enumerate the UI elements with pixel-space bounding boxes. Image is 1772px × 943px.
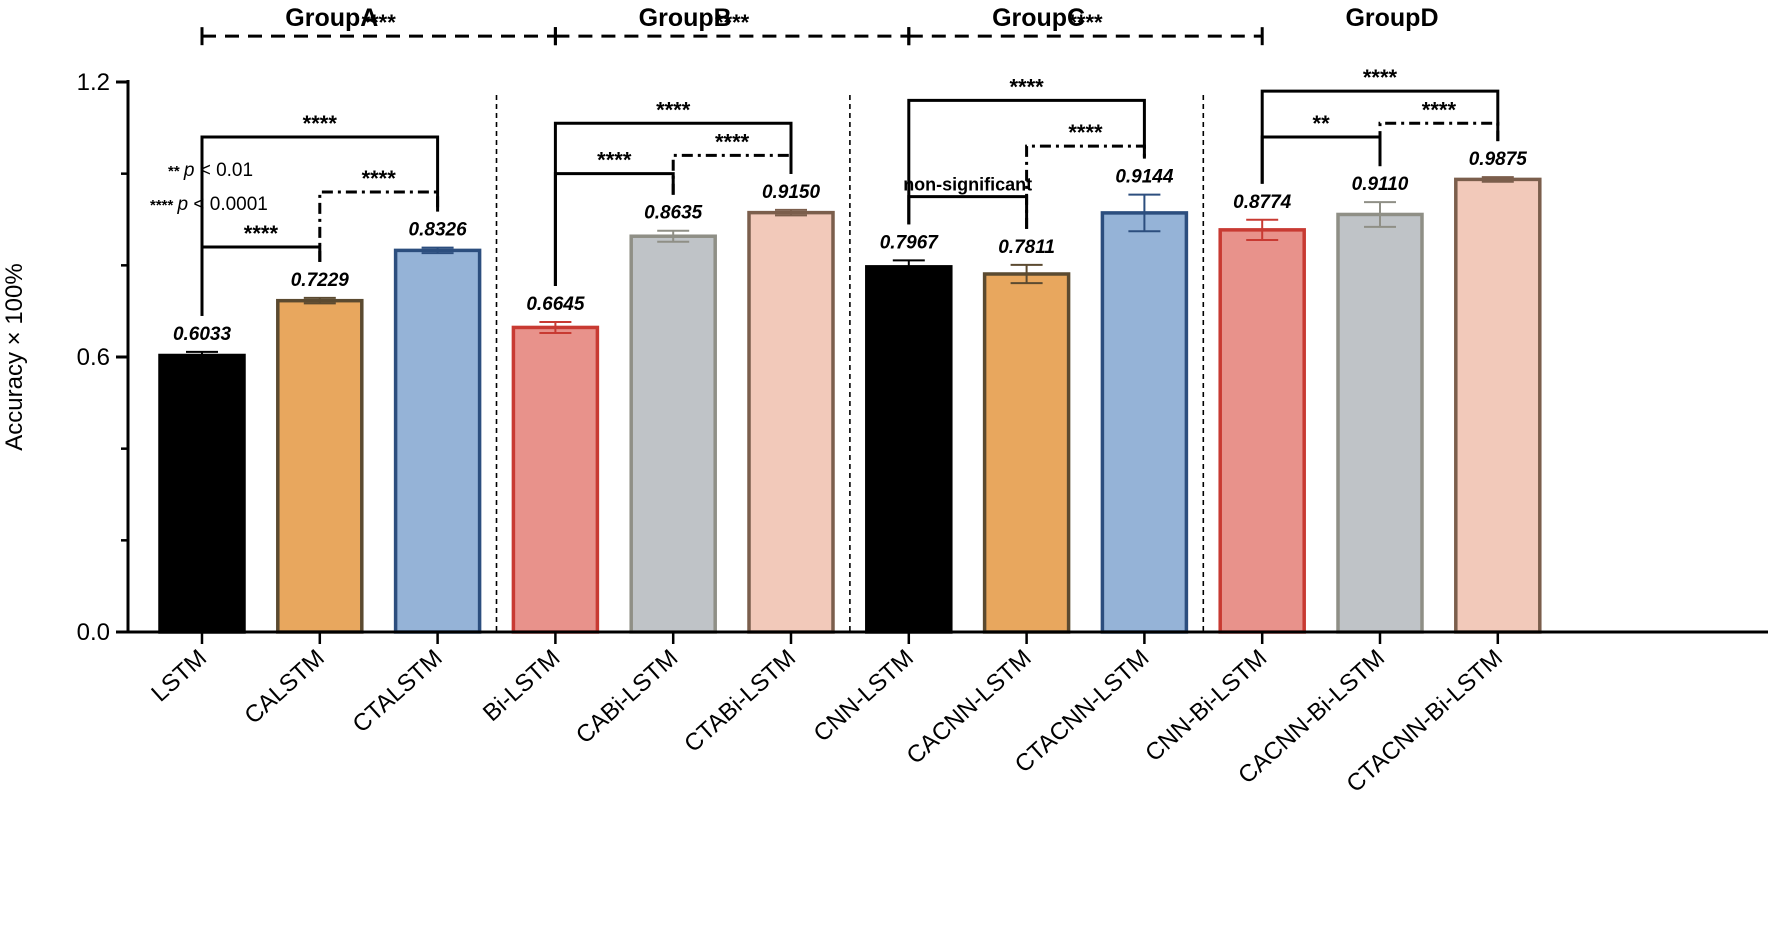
significance-legend: ** p < 0.01 **** p < 0.0001 [150,160,268,215]
sig-stars: **** [362,10,397,35]
value-label: 0.6033 [173,324,232,345]
bar [276,298,364,634]
bar [1100,211,1189,634]
significance-bracket: **** [1378,97,1500,167]
significance-bracket: **** [200,111,440,316]
significance-bracket: **** [907,10,1264,46]
category-label: CTABi-LSTM [679,644,801,757]
bracket-line [1260,135,1382,184]
bracket-line [671,153,793,195]
bar [865,265,953,634]
bar [511,325,600,634]
bracket-line [907,195,1029,229]
group-label: GroupB [639,4,732,32]
value-label: 0.7811 [998,237,1055,258]
sig-stars: **** [1363,65,1398,90]
sig-stars: **** [597,148,632,173]
sig-stars: **** [715,129,750,154]
significance-brackets: **** **** ********************************… [200,10,1500,316]
sig-stars: **** [1068,120,1103,145]
category-label: LSTM [146,644,212,707]
bars [158,176,1542,634]
y-tick-label: 0.0 [77,619,110,646]
significance-bracket: **** [318,166,440,262]
bracket-line [318,190,440,262]
significance-bracket: non-significant [903,175,1032,229]
ns-label: non-significant [903,175,1032,195]
group-label: GroupC [992,4,1085,32]
sig-stars: **** [1009,74,1044,99]
sig-stars: **** [303,111,338,136]
legend-entry: **** p < 0.0001 [150,194,268,215]
bar [629,234,717,634]
sig-stars: **** [715,10,750,35]
value-label: 0.8774 [1233,192,1292,213]
sig-stars: **** [1068,10,1103,35]
category-label: CNN-LSTM [809,644,919,747]
value-label: 0.9144 [1115,167,1174,188]
group-labels: GroupA GroupB GroupC GroupD [285,4,1438,32]
category-label: CNN-Bi-LSTM [1140,644,1272,767]
sig-stars: **** [244,221,279,246]
value-label: 0.7229 [291,270,350,291]
bar [747,210,835,634]
category-label: CABi-LSTM [571,644,683,749]
significance-bracket: **** [671,129,793,195]
y-axis-label: Accuracy × 100% [1,263,28,450]
value-label: 0.7967 [880,232,940,253]
bracket-line [200,135,440,316]
significance-bracket: **** [553,10,911,46]
bar [1454,177,1542,634]
group-separators [495,95,1205,632]
category-label: Bi-LSTM [478,644,565,727]
significance-bracket: **** [1025,120,1146,229]
bracket-line [1025,144,1146,229]
value-label: 0.9875 [1469,149,1528,170]
bar [1218,228,1306,634]
category-labels: LSTM CALSTM CTALSTM Bi-LSTM CABi-LSTMCTABi-L… [146,644,1507,798]
value-label: 0.8635 [644,203,703,224]
bracket-line [907,98,1146,225]
category-label: CACNN-LSTM [902,644,1037,769]
bar [158,353,246,634]
sig-stars: **** [1422,97,1457,122]
y-tick-label: 1.2 [77,69,110,96]
significance-bracket: **** [907,74,1146,225]
bracket-line [1378,121,1500,167]
sig-stars: **** [362,166,397,191]
sig-stars: ** [1313,111,1331,136]
value-label: 0.8326 [409,220,468,241]
value-label: 0.9150 [762,182,821,203]
significance-bracket: **** [200,10,557,46]
axes: 0.0 0.6 1.2 [77,69,1768,646]
y-tick-label: 0.6 [77,344,110,371]
value-labels: 0.6033 0.7229 0.8326 0.6645 0.8635 0.9150 0.79… [173,149,1527,345]
group-label: GroupD [1345,4,1438,32]
category-label: CTALSTM [348,644,448,738]
group-label: GroupA [285,4,378,32]
bar [393,248,482,634]
category-label: CALSTM [239,644,329,729]
significance-bracket: ** [1260,111,1382,184]
legend-entry: ** p < 0.01 [168,160,253,181]
bar [982,272,1071,634]
value-label: 0.9110 [1352,174,1409,195]
bar [1336,212,1424,634]
sig-stars: **** [656,97,691,122]
value-label: 0.6645 [526,294,585,315]
